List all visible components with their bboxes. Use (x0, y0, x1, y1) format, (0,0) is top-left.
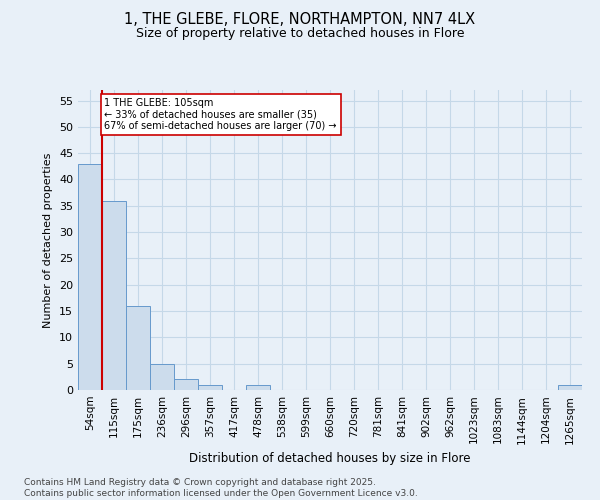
Bar (150, 364, 174, 390)
Bar (558, 384, 582, 390)
Bar (126, 306, 150, 390)
Text: 1 THE GLEBE: 105sqm
← 33% of detached houses are smaller (35)
67% of semi-detach: 1 THE GLEBE: 105sqm ← 33% of detached ho… (104, 98, 337, 131)
Bar (102, 200, 126, 390)
Bar (174, 380, 198, 390)
X-axis label: Distribution of detached houses by size in Flore: Distribution of detached houses by size … (189, 452, 471, 465)
Text: Size of property relative to detached houses in Flore: Size of property relative to detached ho… (136, 28, 464, 40)
Bar (246, 384, 270, 390)
Text: 1, THE GLEBE, FLORE, NORTHAMPTON, NN7 4LX: 1, THE GLEBE, FLORE, NORTHAMPTON, NN7 4L… (124, 12, 476, 28)
Y-axis label: Number of detached properties: Number of detached properties (43, 152, 53, 328)
Text: Contains HM Land Registry data © Crown copyright and database right 2025.
Contai: Contains HM Land Registry data © Crown c… (24, 478, 418, 498)
Bar (78, 164, 102, 390)
Bar (198, 384, 222, 390)
